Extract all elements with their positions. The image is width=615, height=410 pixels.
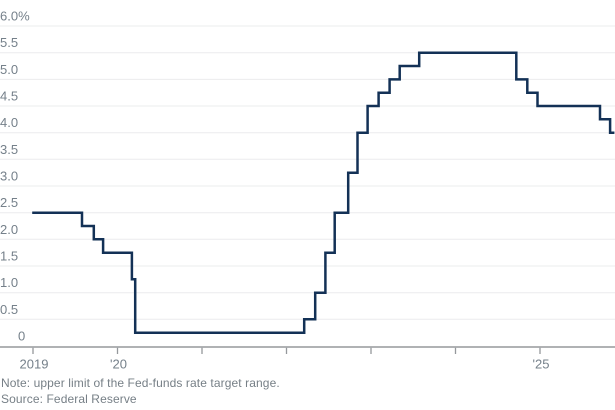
y-axis-label: 0.5 — [0, 302, 18, 317]
y-axis-label: 4.0 — [0, 115, 18, 130]
y-axis-label: 5.0 — [0, 62, 18, 77]
chart-source: Source: Federal Reserve — [1, 392, 137, 406]
y-axis-label: 3.5 — [0, 142, 18, 157]
y-axis-label: 0 — [18, 329, 25, 344]
x-axis-label: '25 — [533, 357, 550, 372]
y-axis-label: 3.0 — [0, 169, 18, 184]
x-axis-label: '20 — [110, 357, 127, 372]
rate-step-line — [32, 51, 615, 334]
y-axis-label: 2.5 — [0, 195, 18, 210]
y-axis-label: 2.0 — [0, 222, 18, 237]
chart-note: Note: upper limit of the Fed-funds rate … — [1, 376, 280, 390]
y-axis-label: 1.5 — [0, 249, 18, 264]
y-axis-label: 1.0 — [0, 275, 18, 290]
y-axis-label: 6.0% — [0, 9, 30, 24]
chart-canvas: 00.5 1.0 1.5 2.0 2.5 3.0 3.5 4.0 4.5 5.0 5.5 6.0% 20… — [0, 9, 615, 372]
x-axis-label: 2019 — [20, 357, 49, 372]
y-axis-label: 5.5 — [0, 35, 18, 50]
y-axis-label: 4.5 — [0, 89, 18, 104]
